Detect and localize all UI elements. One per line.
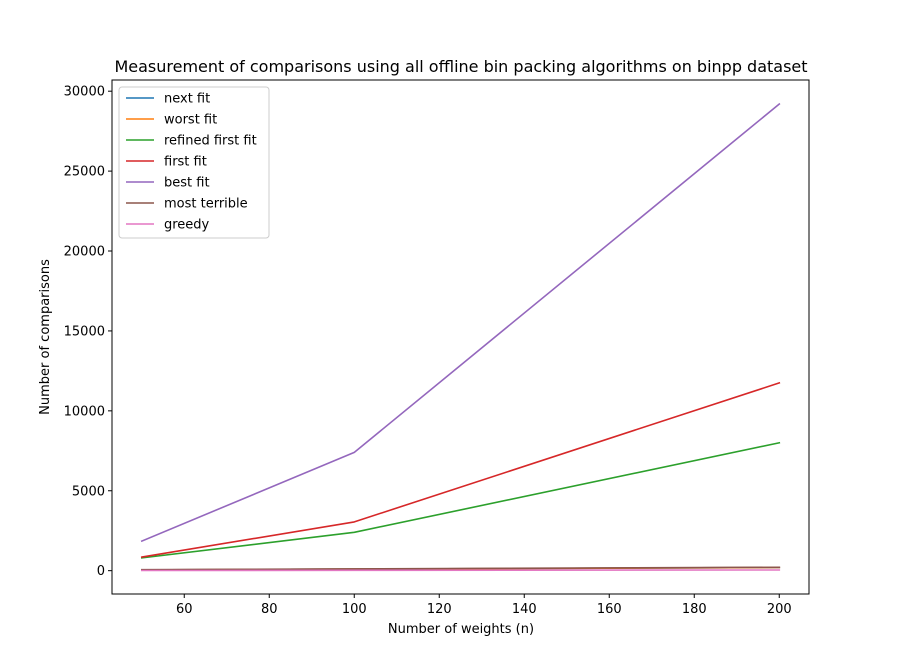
y-tick-label: 5000 bbox=[72, 484, 105, 499]
series-line-greedy bbox=[140, 569, 781, 572]
y-axis: 0 5000 10000 15000 20000 25000 30000 bbox=[64, 85, 112, 579]
x-tick-label: 100 bbox=[342, 602, 367, 617]
x-axis: 60 80 100 120 140 160 180 200 bbox=[176, 594, 792, 617]
legend-label: most terrible bbox=[164, 197, 248, 212]
x-tick-label: 140 bbox=[512, 602, 537, 617]
chart-title: Measurement of comparisons using all off… bbox=[114, 57, 807, 76]
y-tick-label: 15000 bbox=[64, 324, 105, 339]
legend-label: best fit bbox=[164, 176, 210, 191]
y-tick-label: 25000 bbox=[64, 165, 105, 180]
x-tick-label: 60 bbox=[176, 602, 193, 617]
series-line-most-terrible bbox=[140, 566, 781, 571]
legend: next fit worst fit refined first fit first … bbox=[118, 86, 270, 239]
legend-label: refined first fit bbox=[164, 134, 257, 149]
y-tick-label: 30000 bbox=[64, 85, 105, 100]
x-axis-label: Number of weights (n) bbox=[388, 622, 534, 637]
x-tick-label: 200 bbox=[767, 602, 792, 617]
x-tick-label: 80 bbox=[261, 602, 278, 617]
legend-box bbox=[118, 86, 270, 239]
series-line-first-fit bbox=[140, 381, 781, 559]
y-axis-label: Number of comparisons bbox=[38, 259, 53, 415]
x-tick-label: 160 bbox=[597, 602, 622, 617]
legend-label: greedy bbox=[164, 218, 210, 233]
y-tick-label: 20000 bbox=[64, 245, 105, 260]
x-tick-label: 120 bbox=[427, 602, 452, 617]
legend-label: first fit bbox=[164, 155, 207, 170]
series-layer bbox=[140, 102, 781, 572]
y-tick-label: 10000 bbox=[64, 404, 105, 419]
series-line-refined-first-fit bbox=[140, 441, 781, 559]
x-tick-label: 180 bbox=[682, 602, 707, 617]
y-tick-label: 0 bbox=[97, 564, 105, 579]
legend-label: worst fit bbox=[164, 113, 217, 128]
legend-label: next fit bbox=[164, 92, 210, 107]
series-line-best-fit bbox=[140, 102, 781, 543]
plot-frame bbox=[111, 79, 810, 595]
